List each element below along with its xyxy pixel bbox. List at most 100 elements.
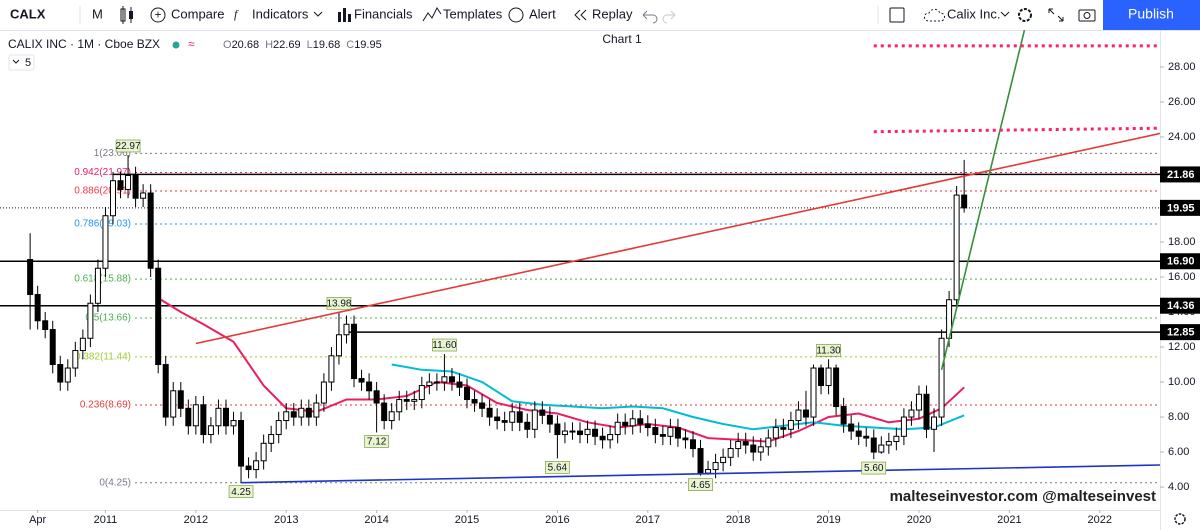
- snapshot[interactable]: [1078, 9, 1096, 22]
- candle-body: [268, 434, 275, 444]
- toolbar-button[interactable]: Financials: [354, 6, 413, 21]
- price-annotation: 22.97: [116, 139, 141, 153]
- level-label: 12.85: [1167, 327, 1195, 339]
- candle-body: [215, 407, 222, 427]
- toolbar-button[interactable]: Indicators: [252, 6, 309, 21]
- indicator-count[interactable]: 5: [25, 57, 31, 69]
- candle-body: [923, 393, 930, 430]
- candle-body: [479, 402, 486, 409]
- candle-body: [787, 420, 794, 430]
- candle-body: [275, 420, 282, 436]
- undo[interactable]: [642, 10, 658, 24]
- candle-body: [343, 323, 350, 336]
- settings[interactable]: [1018, 8, 1032, 22]
- last-price-label: 19.95: [1167, 202, 1195, 214]
- candle-body: [313, 402, 320, 418]
- candle-body: [848, 423, 855, 432]
- candle-body: [418, 385, 425, 401]
- price-annotation: 11.60: [432, 338, 457, 352]
- fib-label: 0.236(8.69): [80, 400, 131, 411]
- indicator-toggle[interactable]: [8, 54, 35, 71]
- candle-body: [448, 376, 455, 383]
- level-box: [1160, 324, 1200, 341]
- fib-label: 0.886(20.91): [74, 186, 131, 197]
- candle-body: [238, 420, 245, 467]
- alert-icon: [508, 7, 524, 23]
- candle-body: [320, 381, 327, 404]
- toolbar-button[interactable]: Compare: [171, 6, 224, 21]
- watermark: malteseinvestor.com @malteseinvest: [890, 488, 1156, 505]
- templates-icon: [422, 7, 442, 22]
- y-tick-label: 12.00: [1168, 341, 1196, 353]
- select-box[interactable]: [889, 7, 905, 23]
- candle-body: [147, 192, 154, 269]
- collapse-arrow[interactable]: [12, 59, 20, 64]
- candle-body: [305, 407, 312, 418]
- candle-body: [720, 456, 727, 464]
- candle-body: [57, 364, 64, 383]
- annotation-label: 4.65: [691, 480, 711, 491]
- candle-body: [464, 386, 471, 401]
- toolbar: CALX M + Compare f Indicators Financials…: [0, 0, 1200, 31]
- candle-body: [697, 448, 704, 474]
- fib-label: 0.942(21.97): [74, 167, 131, 178]
- candle-body: [577, 430, 583, 436]
- candle-body: [253, 460, 260, 471]
- x-tick-label: 2014: [364, 514, 388, 526]
- candle-body: [561, 430, 568, 436]
- toolbar-button[interactable]: Templates: [443, 6, 503, 21]
- level-box: [1160, 166, 1200, 183]
- toolbar-button[interactable]: Replay: [592, 6, 633, 21]
- annotation-label: 5.64: [548, 462, 568, 473]
- candle-body: [780, 427, 787, 430]
- candle-body: [584, 428, 591, 436]
- last-price-box: [1160, 199, 1200, 216]
- candle-body: [546, 414, 553, 425]
- annotation-box: [688, 478, 713, 491]
- overlay: Chart 1 CALIX INC · 1M · Cboe BZX ≈ O20.…: [8, 32, 1186, 525]
- candle-body: [49, 329, 56, 366]
- legend-ohlc: O20.68 H22.69 L19.68 C19.95: [223, 39, 382, 51]
- candle-body: [607, 434, 614, 441]
- interval[interactable]: M: [92, 6, 103, 21]
- x-tick-label: 2020: [907, 514, 931, 526]
- toolbar-button[interactable]: Alert: [529, 6, 556, 21]
- candle-body: [674, 427, 681, 439]
- candle-body: [614, 421, 621, 436]
- level-label: 21.86: [1167, 169, 1195, 181]
- candle-icon[interactable]: [120, 6, 133, 24]
- candle-body: [644, 423, 651, 429]
- candle-body: [569, 430, 576, 433]
- symbol[interactable]: CALX: [10, 6, 46, 21]
- axis-settings[interactable]: [1174, 513, 1186, 525]
- candle-body: [931, 416, 938, 430]
- y-tick-label: 24.00: [1168, 131, 1196, 143]
- y-tick-label: 6.00: [1168, 446, 1189, 458]
- legend-status-dot: [172, 41, 180, 49]
- x-tick-label: 2011: [94, 514, 118, 526]
- indicators-icon: f: [234, 7, 239, 21]
- candle-body: [516, 411, 523, 423]
- publish-label[interactable]: Publish: [1128, 6, 1174, 22]
- redo[interactable]: [662, 10, 676, 24]
- candle-body: [833, 367, 840, 408]
- dropdown-arrow[interactable]: [1000, 11, 1010, 17]
- candle-body: [900, 416, 907, 437]
- candle-body: [637, 418, 644, 425]
- y-tick-label: 8.00: [1168, 411, 1189, 423]
- candle-body: [298, 407, 305, 418]
- candle-body: [433, 381, 440, 384]
- annotation-box: [861, 461, 887, 475]
- ohlc-value: 19.68: [313, 39, 341, 51]
- fullscreen[interactable]: [1048, 8, 1064, 22]
- publish-button[interactable]: [1103, 0, 1200, 30]
- candle-body: [185, 407, 192, 427]
- fib-label: 1(23.06): [94, 148, 131, 159]
- plot-area: 1(23.06)0.942(21.97)0.886(20.91)0.786(19…: [0, 30, 1160, 498]
- price-annotation: 7.12: [364, 435, 389, 448]
- dropdown-arrow[interactable]: [313, 11, 323, 17]
- candle-body: [64, 367, 71, 383]
- layout-name[interactable]: Calix Inc.: [947, 6, 1000, 21]
- candle-body: [170, 390, 177, 418]
